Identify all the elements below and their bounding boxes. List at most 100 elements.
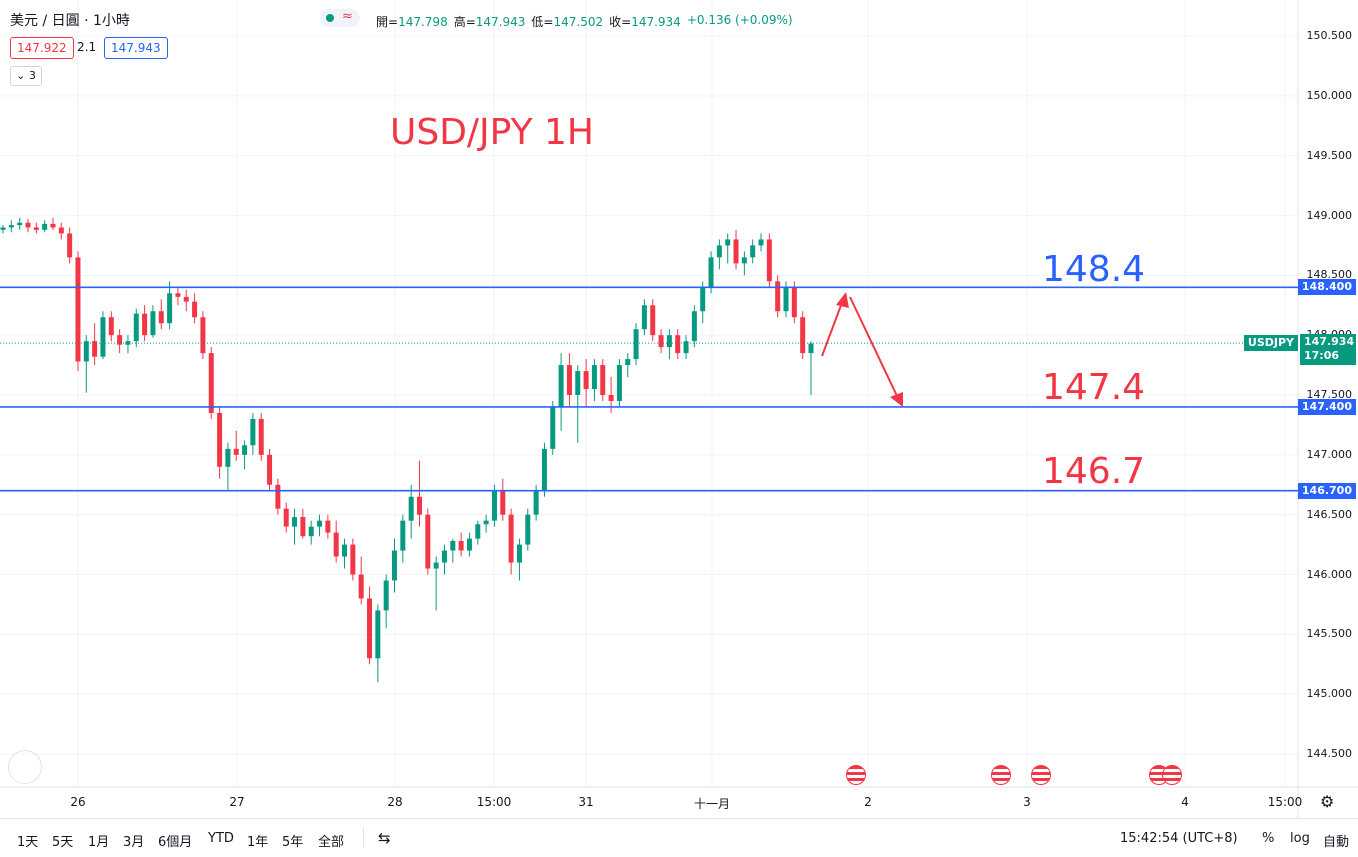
candle-body xyxy=(575,371,581,395)
compare-range-icon[interactable]: ⇆ xyxy=(378,829,391,847)
candle-body xyxy=(750,245,756,258)
price-tick-label: 147.500 xyxy=(1306,388,1353,401)
candle-body xyxy=(33,227,39,230)
percent-toggle[interactable]: % xyxy=(1262,831,1275,846)
time-tick-label: 15:00 xyxy=(476,795,512,809)
line-price-flag-1: 148.400 xyxy=(1297,279,1356,295)
range-button[interactable]: 1年 xyxy=(247,835,269,850)
candle-body xyxy=(683,341,689,354)
time-tick-label: 31 xyxy=(578,795,594,809)
candle-body xyxy=(350,544,356,575)
candle-body xyxy=(275,484,281,509)
candle-body xyxy=(400,520,406,551)
scroll-to-start-button[interactable] xyxy=(8,750,42,784)
arrow-up-head xyxy=(836,292,849,308)
candle-body xyxy=(67,233,73,258)
gear-icon[interactable]: ⚙ xyxy=(1320,792,1335,811)
candle-body xyxy=(200,317,206,354)
price-tick-label: 145.500 xyxy=(1306,627,1353,641)
candle-body xyxy=(108,317,114,336)
candle-body xyxy=(17,222,23,226)
price-tick-label: 150.000 xyxy=(1306,88,1353,102)
range-button[interactable]: 1天 xyxy=(17,835,39,850)
candle-body xyxy=(691,311,697,342)
price-tick-label: 148.500 xyxy=(1306,268,1353,282)
level-label-mid[interactable]: 147.4 xyxy=(1042,367,1146,408)
candle-body xyxy=(600,365,606,395)
candle-body xyxy=(441,550,447,563)
level-label-high[interactable]: 148.4 xyxy=(1042,249,1146,290)
candle-body xyxy=(500,490,506,515)
symbol-title[interactable]: 美元 / 日圓 · 1小時 xyxy=(10,13,130,29)
range-button[interactable]: YTD xyxy=(208,831,234,846)
bottom-toolbar: 1天 5天 1月 3月 6個月 YTD 1年 5年 全部 ⇆ 15:42:54 (UTC+8) … xyxy=(0,818,1358,857)
candle-body xyxy=(133,313,139,342)
candle-body xyxy=(716,245,722,258)
time-tick-label: 27 xyxy=(229,795,245,809)
open-value: 147.798 xyxy=(398,15,448,29)
candle-body xyxy=(741,257,747,264)
candle-body xyxy=(92,341,98,357)
us-flag-event-icon[interactable] xyxy=(991,765,1011,785)
time-tick-label: 4 xyxy=(1181,795,1189,809)
auto-toggle[interactable]: 自動 xyxy=(1323,835,1350,850)
price-tick-label: 146.500 xyxy=(1306,507,1353,521)
candle-body xyxy=(666,335,672,348)
candle-body xyxy=(450,540,456,551)
candle-body xyxy=(766,239,772,282)
range-button[interactable]: 全部 xyxy=(318,835,345,850)
chevron-down-icon: ⌄ xyxy=(16,69,26,82)
range-button[interactable]: 3月 xyxy=(123,835,145,850)
candle-body xyxy=(541,448,547,491)
symbol-header[interactable]: 美元 / 日圓 · 1小時 xyxy=(10,10,130,30)
range-button[interactable]: 1月 xyxy=(88,835,110,850)
us-flag-event-icon[interactable] xyxy=(1162,765,1182,785)
sell-button[interactable]: 147.922 xyxy=(10,37,74,59)
candle-body xyxy=(700,287,706,312)
candle-body xyxy=(217,412,223,467)
time-tick-label: 3 xyxy=(1023,795,1031,809)
candle-body xyxy=(383,580,389,611)
price-tick-label: 145.000 xyxy=(1306,687,1353,701)
candle-body xyxy=(558,365,564,407)
time-tick-label: 28 xyxy=(387,795,403,809)
price-tick-label: 149.500 xyxy=(1306,148,1353,162)
level-label-low[interactable]: 146.7 xyxy=(1042,451,1146,492)
chart-canvas[interactable] xyxy=(0,0,1358,818)
market-status-icon[interactable]: ≈ xyxy=(320,9,360,27)
candle-body xyxy=(58,227,64,234)
candle-body xyxy=(267,454,273,485)
candle-body xyxy=(608,395,614,401)
candle-body xyxy=(808,343,814,354)
range-button[interactable]: 5年 xyxy=(282,835,304,850)
candle-body xyxy=(233,448,239,455)
candle-body xyxy=(566,365,572,395)
range-button[interactable]: 5天 xyxy=(52,835,74,850)
buy-button[interactable]: 147.943 xyxy=(104,37,168,59)
candle-body xyxy=(516,544,522,563)
close-value: 147.934 xyxy=(631,15,681,29)
us-flag-event-icon[interactable] xyxy=(846,765,866,785)
us-flag-event-icon[interactable] xyxy=(1031,765,1051,785)
candle-body xyxy=(25,222,31,228)
candle-body xyxy=(292,517,298,527)
candle-body xyxy=(783,287,789,312)
candle-body xyxy=(758,239,764,246)
indicators-toggle[interactable]: ⌄ 3 xyxy=(10,66,42,86)
candle-body xyxy=(358,574,364,599)
log-toggle[interactable]: log xyxy=(1290,831,1310,846)
candle-body xyxy=(75,257,81,362)
candle-body xyxy=(308,526,314,537)
candle-body xyxy=(525,514,531,545)
candle-body xyxy=(100,317,106,357)
candle-body xyxy=(416,496,422,515)
candle-body xyxy=(375,610,381,659)
clock-readout[interactable]: 15:42:54 (UTC+8) xyxy=(1120,831,1238,846)
candle-body xyxy=(800,317,806,354)
price-tick-label: 149.000 xyxy=(1306,208,1353,222)
candle-body xyxy=(475,524,481,539)
candle-body xyxy=(408,496,414,521)
candle-body xyxy=(675,335,681,354)
range-button[interactable]: 6個月 xyxy=(158,835,193,850)
chart-title-annotation[interactable]: USD/JPY 1H xyxy=(390,112,594,153)
